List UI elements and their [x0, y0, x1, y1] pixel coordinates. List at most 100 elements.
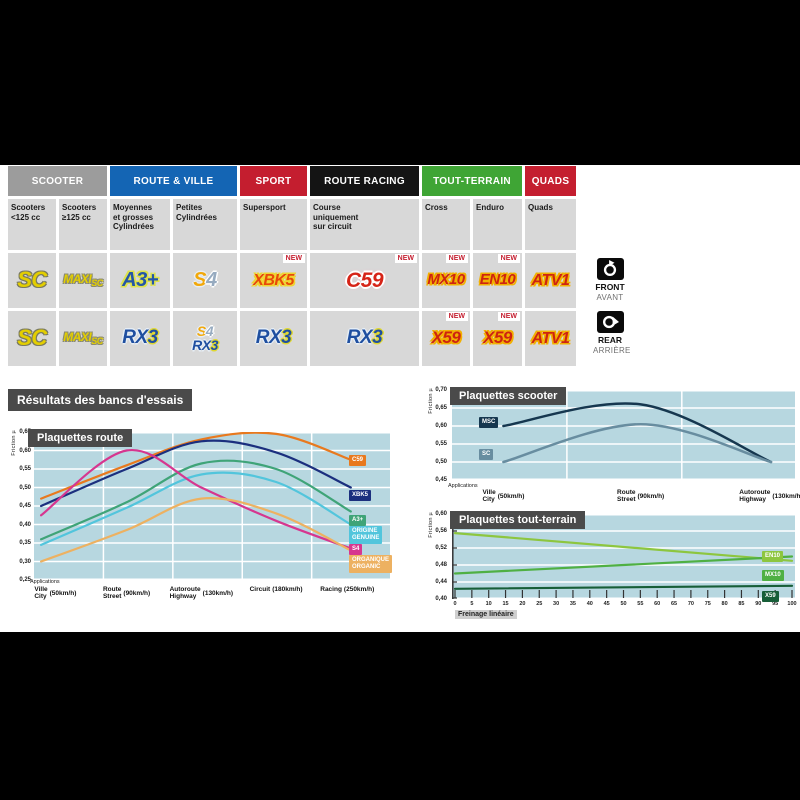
cell-rear-rx3: RX3	[310, 311, 419, 366]
route-plot-area	[34, 432, 390, 580]
cell-front-maxisc: MAXISC	[59, 253, 107, 308]
scooter-ytick-label: 0,70	[435, 387, 447, 393]
cell-rear-x59: NEW X59	[422, 311, 470, 366]
logo-x59: X59	[483, 328, 512, 348]
tt-xtick-label: 0	[453, 601, 457, 607]
tt-xaxis-label: Freinage linéaire	[455, 610, 517, 619]
rear-brake-disc-icon	[596, 311, 624, 333]
cell-front-s4: S4	[173, 253, 237, 308]
logo-a3: A3+	[122, 269, 158, 291]
route-chart-title: Plaquettes route	[28, 429, 133, 447]
route-legend-c59: C59	[349, 455, 367, 466]
route-applications-note: Applications	[30, 579, 60, 585]
route-xcategory-label: Autoroute Highway (130km/h)	[169, 586, 234, 601]
subheader-cell: Course uniquement sur circuit	[310, 199, 419, 250]
tt-xtick-label: 20	[519, 601, 526, 607]
tt-xtick-label: 5	[470, 601, 474, 607]
tt-ytick-label: 0,52	[435, 545, 447, 551]
tt-xtick-label: 15	[502, 601, 509, 607]
logo-c59: C59	[345, 268, 384, 292]
route-legend-origine-genuine: ORIGINE GENUINE	[349, 526, 383, 544]
cell-front-atv1: ATV1	[525, 253, 576, 308]
logo-maxisc: MAXISC	[63, 329, 103, 346]
cell-front-en10: NEW EN10	[473, 253, 522, 308]
logo-rx3: RX3	[255, 327, 292, 349]
logo-sc: SC	[17, 267, 47, 293]
cell-front-mx10: NEW MX10	[422, 253, 470, 308]
category-header-route-ville: ROUTE & VILLE	[110, 166, 237, 196]
cell-rear-maxisc: MAXISC	[59, 311, 107, 366]
route-ytick-label: 0,25	[19, 577, 31, 583]
rear-label: REAR	[597, 335, 623, 345]
logo-x59: X59	[431, 328, 461, 348]
scooter-ytick-label: 0,45	[435, 477, 447, 483]
logo-atv1: ATV1	[531, 329, 570, 347]
cell-rear-atv1: ATV1	[525, 311, 576, 366]
tt-xtick-label: 30	[553, 601, 560, 607]
tt-ytick-label: 0,44	[435, 579, 447, 585]
category-header-quads: QUADS	[525, 166, 576, 196]
route-legend-s4: S4	[349, 544, 363, 555]
tt-xtick-label: 65	[670, 601, 678, 607]
scooter-ytick-label: 0,55	[435, 441, 447, 447]
route-ytick-label: 0,30	[19, 558, 31, 565]
route-ytick-label: 0,35	[19, 540, 31, 546]
tt-xtick-label: 45	[603, 601, 610, 607]
logo-s4: S4	[193, 269, 217, 291]
route-ytick-label: 0,60	[19, 447, 31, 454]
new-badge: NEW	[394, 254, 417, 263]
tt-xtick-label: 70	[687, 601, 694, 607]
tt-chart-title: Plaquettes tout-terrain	[450, 511, 586, 529]
scooter-xcategory-label: Route Street (90km/h)	[617, 489, 665, 504]
subheader-cell: Cross	[422, 199, 470, 250]
tt-legend-mx10: MX10	[762, 570, 784, 581]
route-xcategory-label: Racing (250km/h)	[320, 586, 375, 594]
scooter-plot-area	[452, 390, 795, 480]
scooter-legend-msc: MSC	[479, 417, 499, 428]
tt-xtick-label: 50	[620, 601, 627, 607]
tt-ytick-label: 0,40	[435, 596, 447, 602]
logo-mx10: MX10	[427, 271, 465, 289]
logo-rx3: RX3	[122, 327, 158, 349]
front-label: FRONT	[595, 282, 625, 292]
tt-xtick-label: 60	[654, 601, 661, 607]
cell-front-sc: SC	[8, 253, 56, 308]
route-xcategory-label: Circuit (180km/h)	[249, 586, 303, 594]
tt-xtick-label: 90	[755, 601, 762, 607]
tt-xtick-label: 85	[738, 601, 745, 607]
cell-front-xbk5: NEW XBK5	[240, 253, 307, 308]
category-header-tout-terrain: TOUT-TERRAIN	[422, 166, 522, 196]
subheader-cell: Enduro	[473, 199, 522, 250]
new-badge: NEW	[497, 254, 520, 263]
tt-ytick-label: 0,56	[435, 528, 447, 534]
tt-xtick-label: 25	[536, 601, 543, 607]
subheader-cell: Scooters <125 cc	[8, 199, 56, 250]
tt-xtick-label: 40	[586, 601, 593, 607]
scooter-ytick-label: 0,50	[435, 459, 447, 465]
rear-label-fr: ARRIÈRE	[593, 346, 631, 355]
front-axle-legend: FRONT AVANT	[593, 258, 627, 302]
scooter-ytick-label: 0,60	[435, 423, 447, 429]
logo-rx3: RX3	[192, 336, 218, 353]
logo-maxisc: MAXISC	[63, 271, 103, 288]
route-legend-organique-organic: ORGANIQUE ORGANIC	[349, 555, 393, 573]
front-label-fr: AVANT	[596, 293, 624, 302]
tt-xtick-label: 10	[485, 601, 492, 607]
section-title: Résultats des bancs d'essais	[8, 389, 193, 411]
subheader-cell: Quads	[525, 199, 576, 250]
route-ytick-label: 0,55	[19, 466, 31, 472]
scooter-xcategory-label: Autoroute Highway (130km/h)	[739, 489, 800, 504]
scooter-chart-title: Plaquettes scooter	[450, 387, 567, 405]
subheader-cell: Scooters ≥125 cc	[59, 199, 107, 250]
subheader-cell: Moyennes et grosses Cylindrées	[110, 199, 170, 250]
route-xcategory-label: Route Street (90km/h)	[102, 586, 151, 601]
tt-xtick-label: 95	[772, 601, 779, 607]
logo-en10: EN10	[479, 271, 516, 289]
new-badge: NEW	[282, 254, 305, 263]
tt-legend-x59: X59	[762, 591, 779, 602]
logo-rx3: RX3	[346, 327, 383, 349]
subheader-cell: Supersport	[240, 199, 307, 250]
product-application-table: SCOOTER ROUTE & VILLE SPORT ROUTE RACING TOU…	[8, 166, 576, 366]
new-badge: NEW	[445, 254, 468, 263]
cell-rear-rx3: RX3	[110, 311, 170, 366]
